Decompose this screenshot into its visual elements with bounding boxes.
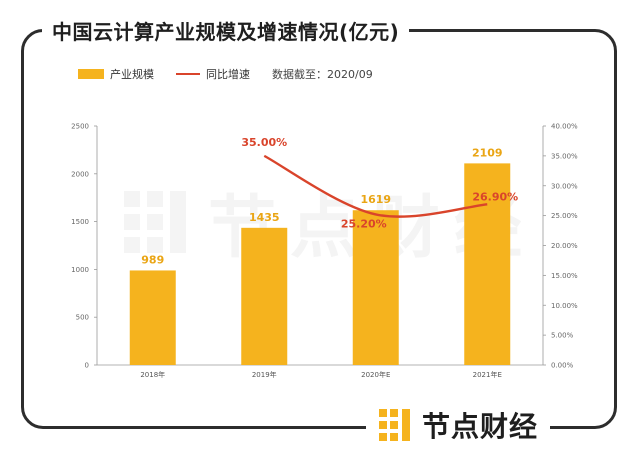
bar bbox=[129, 270, 176, 365]
brand-logo-icon bbox=[379, 409, 410, 441]
left-tick-label: 2000 bbox=[71, 170, 89, 178]
legend-item-line: 同比增速 bbox=[176, 66, 250, 82]
bar-value-label: 1619 bbox=[360, 193, 391, 206]
bar bbox=[352, 210, 399, 365]
bar-value-label: 1435 bbox=[249, 211, 280, 224]
bar-value-label: 2109 bbox=[472, 146, 503, 159]
category-labels: 2018年 2019年 2020年E 2021年E bbox=[140, 370, 502, 379]
right-tick-label: 25.00% bbox=[551, 212, 578, 220]
left-tick-label: 1000 bbox=[71, 266, 89, 274]
bars bbox=[129, 163, 511, 365]
category-label: 2021年E bbox=[473, 370, 502, 379]
right-tick-label: 5.00% bbox=[551, 332, 574, 340]
left-tick-label: 0 bbox=[85, 362, 89, 370]
footer-brand: 节点财经 bbox=[366, 402, 551, 448]
data-date-note: 数据截至：2020/09 bbox=[272, 68, 373, 81]
right-tick-label: 10.00% bbox=[551, 302, 578, 310]
legend-item-bar: 产业规模 bbox=[78, 66, 154, 82]
left-axis-ticks: 0 500 1000 1500 2000 2500 bbox=[71, 123, 97, 370]
growth-line bbox=[263, 154, 488, 218]
legend-bar-label: 产业规模 bbox=[110, 68, 154, 81]
category-label: 2019年 bbox=[252, 370, 277, 379]
right-tick-label: 30.00% bbox=[551, 182, 578, 190]
left-tick-label: 2500 bbox=[71, 123, 89, 131]
line-value-label: 25.20% bbox=[341, 217, 387, 230]
line-value-label: 35.00% bbox=[241, 136, 287, 149]
bar bbox=[241, 227, 288, 365]
right-tick-label: 0.00% bbox=[551, 362, 574, 370]
left-tick-label: 1500 bbox=[71, 218, 89, 226]
right-axis-ticks: 0.00% 5.00% 10.00% 15.00% 20.00% 25.00% 30.00%… bbox=[543, 123, 578, 370]
line-value-label: 26.90% bbox=[472, 190, 518, 203]
right-tick-label: 15.00% bbox=[551, 272, 578, 280]
title-container: 中国云计算产业规模及增速情况(亿元) bbox=[42, 12, 410, 48]
legend-line-label: 同比增速 bbox=[206, 68, 250, 81]
bar-value-label: 989 bbox=[141, 253, 164, 266]
bar-labels: 989 1435 1619 2109 bbox=[141, 146, 502, 266]
legend-line-swatch bbox=[176, 73, 200, 75]
bar bbox=[464, 163, 511, 365]
category-label: 2020年E bbox=[361, 370, 390, 379]
legend-bar-swatch bbox=[78, 69, 104, 79]
right-tick-label: 20.00% bbox=[551, 242, 578, 250]
category-label: 2018年 bbox=[140, 370, 165, 379]
left-tick-label: 500 bbox=[76, 314, 89, 322]
right-tick-label: 40.00% bbox=[551, 123, 578, 131]
line-labels: 35.00% 25.20% 26.90% bbox=[241, 136, 518, 231]
right-tick-label: 35.00% bbox=[551, 152, 578, 160]
legend: 产业规模 同比增速 数据截至：2020/09 bbox=[78, 66, 373, 82]
chart-title: 中国云计算产业规模及增速情况(亿元) bbox=[52, 19, 400, 44]
brand-name: 节点财经 bbox=[422, 410, 539, 443]
